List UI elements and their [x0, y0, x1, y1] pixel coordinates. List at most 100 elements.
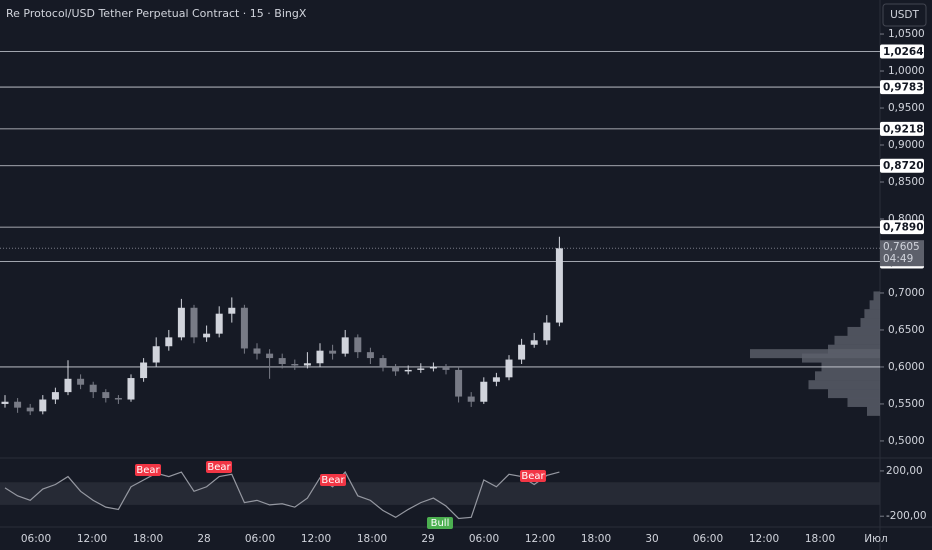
volume-profile-bar	[867, 406, 880, 416]
volume-profile-bar	[834, 335, 880, 345]
candle-body	[102, 392, 110, 399]
x-tick-label: Июл	[864, 533, 887, 545]
candle-body	[127, 378, 135, 400]
candle-body	[228, 307, 236, 314]
candle-body	[278, 358, 286, 364]
candle-body	[354, 337, 362, 353]
x-tick-label: 12:00	[525, 533, 555, 545]
candle-body	[39, 399, 47, 412]
signal-label: Bull	[431, 518, 450, 529]
currency-label[interactable]: USDT	[890, 9, 919, 21]
candle-body	[543, 322, 551, 341]
volume-profile-bar	[847, 397, 880, 407]
candle-body	[291, 364, 299, 366]
volume-profile-bar	[860, 318, 880, 328]
candle-body	[467, 396, 475, 402]
candle-body	[505, 359, 513, 378]
volume-profile-bar	[815, 371, 880, 381]
x-tick-label: 18:00	[581, 533, 611, 545]
volume-profile-bar	[869, 300, 880, 310]
candle-body	[366, 352, 374, 359]
candle-body	[492, 377, 500, 382]
x-tick-label: 30	[645, 533, 658, 545]
chart-title: Re Protocol/USD Tether Perpetual Contrac…	[6, 7, 307, 20]
candle-body	[266, 353, 274, 359]
candle-body	[455, 369, 463, 397]
level-label: 0,8720	[883, 160, 924, 172]
oscillator-line	[4, 470, 560, 520]
x-tick-label: 06:00	[21, 533, 51, 545]
candle-body	[429, 366, 437, 369]
candle-body	[341, 337, 349, 354]
candle-body	[518, 344, 526, 360]
candle-body	[240, 307, 248, 349]
candle-body	[77, 378, 85, 385]
candle-body	[392, 366, 400, 372]
oscillator-band	[0, 482, 880, 505]
level-tag	[880, 158, 924, 173]
candle-body	[555, 248, 563, 323]
candle-body	[253, 348, 261, 354]
x-tick-label: 06:00	[469, 533, 499, 545]
candle-body	[165, 337, 173, 347]
signal-label: Bear	[321, 475, 345, 486]
candle-body	[152, 346, 160, 363]
volume-profile-bar	[873, 291, 880, 301]
candle-body	[14, 401, 22, 408]
y-tick-label: 0,6000	[888, 361, 925, 373]
x-tick-label: 18:00	[357, 533, 387, 545]
level-tag	[880, 44, 924, 59]
level-label: 0,9218	[883, 123, 924, 135]
y-tick-label: 0,5500	[888, 398, 925, 410]
osc-tick-label: 200,00	[886, 465, 923, 477]
y-tick-label: 0,9000	[888, 139, 925, 151]
candle-body	[215, 313, 223, 334]
signal-tag	[320, 474, 346, 486]
y-tick-label: 0,8500	[888, 176, 925, 188]
candle-body	[480, 381, 488, 402]
candle-body	[316, 350, 324, 364]
volume-profile-bar	[847, 326, 880, 336]
x-tick-label: 29	[421, 533, 434, 545]
candle-body	[190, 307, 198, 338]
y-tick-label: 0,6500	[888, 324, 925, 336]
candle-body	[89, 384, 97, 393]
signal-label: Bear	[207, 462, 231, 473]
level-tag	[880, 80, 924, 95]
x-tick-label: 18:00	[133, 533, 163, 545]
y-tick-label: 0,7000	[888, 287, 925, 299]
candle-body	[303, 363, 311, 366]
volume-profile-bar	[828, 389, 880, 399]
candle-body	[530, 340, 538, 345]
signal-tag	[427, 517, 453, 529]
volume-profile-bar	[828, 344, 880, 354]
last-price-label: 0,7605	[883, 241, 920, 253]
signal-label: Bear	[521, 471, 545, 482]
level-label: 1,0264	[883, 46, 924, 58]
x-tick-label: 12:00	[301, 533, 331, 545]
candle-body	[51, 392, 59, 400]
candle-body	[114, 398, 122, 400]
x-tick-label: 12:00	[749, 533, 779, 545]
level-tag	[880, 220, 924, 235]
last-price-tag	[880, 240, 924, 267]
y-tick-label: 0,9500	[888, 102, 925, 114]
candle-body	[177, 307, 185, 338]
currency-button[interactable]	[882, 3, 927, 27]
level-tag	[880, 121, 924, 136]
candle-body	[1, 401, 9, 404]
level-label: 0,7890	[883, 222, 924, 234]
countdown: 04:49	[883, 253, 913, 265]
x-tick-label: 28	[197, 533, 210, 545]
candle-body	[64, 378, 72, 393]
candle-body	[329, 350, 337, 354]
y-tick-label: 0,5000	[888, 435, 925, 447]
x-tick-label: 18:00	[805, 533, 835, 545]
osc-tick-label: -200,00	[886, 510, 927, 522]
volume-profile-bar	[750, 349, 880, 359]
signal-tag	[520, 470, 546, 482]
signal-label: Bear	[136, 465, 160, 476]
y-tick-label: 1,0000	[888, 65, 925, 77]
y-tick-label: 1,0500	[888, 28, 925, 40]
candle-body	[417, 368, 425, 370]
